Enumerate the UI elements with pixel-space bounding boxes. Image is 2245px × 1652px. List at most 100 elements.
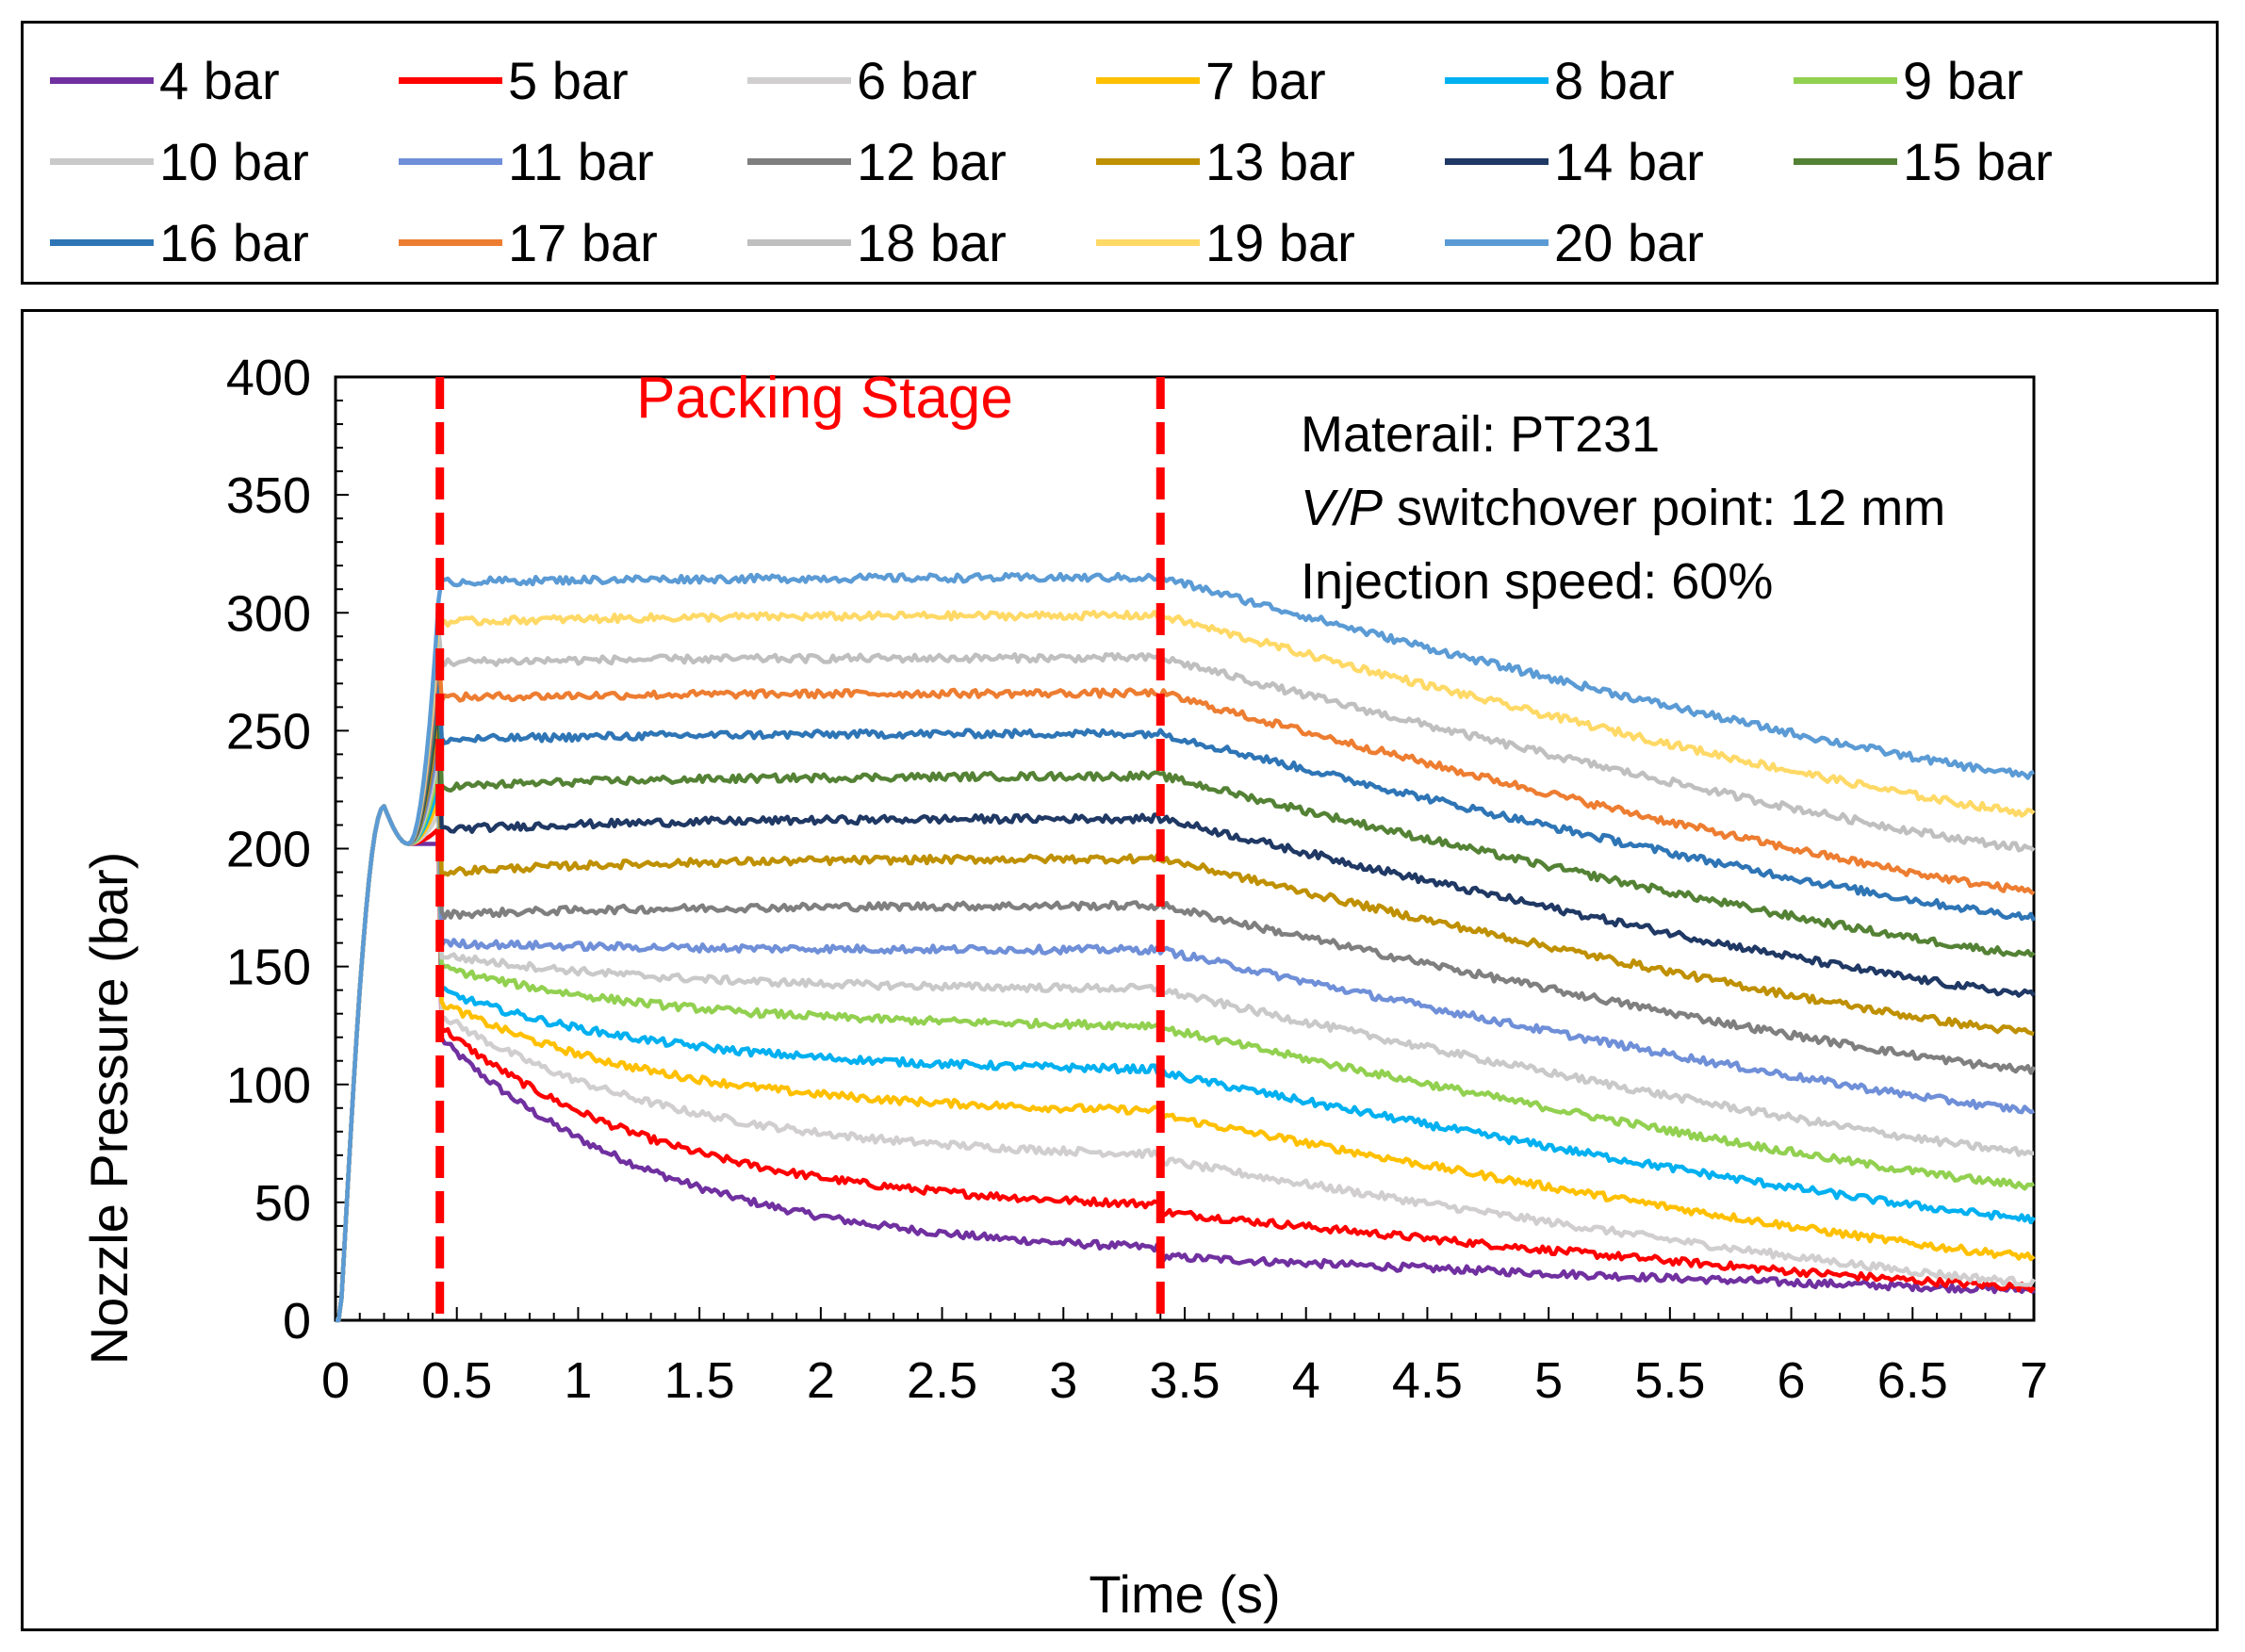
legend-swatch <box>1794 157 1897 165</box>
text-layer: Packing Stage Materail: PT231 V/P switch… <box>79 366 1945 1624</box>
series-line <box>336 804 2036 1323</box>
legend-label: 20 bar <box>1554 212 1704 272</box>
series-line <box>336 750 2034 1323</box>
legend-entry: 19 bar <box>1096 203 1355 282</box>
legend-swatch <box>747 76 851 84</box>
y-tick-label: 50 <box>254 1175 311 1232</box>
legend-label: 10 bar <box>159 131 309 191</box>
annotation-vp-rest: switchover point: 12 mm <box>1383 480 1945 536</box>
x-tick-label: 5 <box>1534 1352 1563 1409</box>
y-tick-label: 350 <box>226 467 311 524</box>
x-axis-label: Time (s) <box>1089 1564 1280 1624</box>
legend-swatch <box>1096 157 1200 165</box>
series-line <box>336 804 2036 1323</box>
series-layer <box>336 571 2037 1323</box>
x-tick-label: 4.5 <box>1392 1352 1463 1409</box>
series-line <box>336 674 2036 1323</box>
y-tick-label: 200 <box>226 822 311 878</box>
x-tick-label: 3.5 <box>1149 1352 1220 1409</box>
x-tick-label: 3 <box>1049 1352 1077 1409</box>
legend-label: 19 bar <box>1205 212 1355 272</box>
legend-entry: 9 bar <box>1794 41 2024 120</box>
legend-label: 7 bar <box>1205 50 1326 110</box>
legend-label: 13 bar <box>1205 131 1355 191</box>
legend-label: 12 bar <box>857 131 1007 191</box>
x-tick-label: 5.5 <box>1634 1352 1705 1409</box>
legend-label: 9 bar <box>1903 50 2024 110</box>
legend-swatch <box>1794 76 1897 84</box>
series-line <box>336 628 2036 1323</box>
legend-entry: 18 bar <box>747 203 1007 282</box>
legend-label: 6 bar <box>857 50 977 110</box>
x-tick-label: 1.5 <box>664 1352 735 1409</box>
series-line <box>336 571 2035 1323</box>
legend-entry: 16 bar <box>50 203 309 282</box>
series-line <box>336 719 2037 1323</box>
legend-swatch <box>1445 238 1549 246</box>
series-line <box>336 609 2036 1323</box>
legend-entry: 11 bar <box>399 122 654 201</box>
plot-frame: 0 0.5 1 1.5 2 2.5 3 3.5 4 4.5 5 5.5 6 6.5 7 0 50 100 150 20… <box>21 309 2219 1631</box>
legend: 4 bar 5 bar 6 bar 7 bar 8 bar 9 bar 10 bar 11 b… <box>21 21 2219 285</box>
x-tick-label: 2.5 <box>907 1352 977 1409</box>
series-line <box>336 795 2036 1323</box>
annotation-speed: Injection speed: 60% <box>1301 553 1773 610</box>
annotation-vp: V/P switchover point: 12 mm <box>1301 480 1945 536</box>
x-tick-label: 6 <box>1778 1352 1806 1409</box>
y-tick-label: 250 <box>226 703 311 760</box>
x-tick-label: 7 <box>2020 1352 2048 1409</box>
annotation-vp-italic: V/P <box>1301 480 1383 536</box>
legend-swatch <box>50 76 154 84</box>
legend-label: 5 bar <box>508 50 629 110</box>
legend-swatch <box>399 76 502 84</box>
legend-swatch <box>50 157 154 165</box>
y-tick-label: 400 <box>226 350 311 406</box>
y-tick-label: 300 <box>226 585 311 642</box>
legend-label: 18 bar <box>857 212 1007 272</box>
legend-entry: 5 bar <box>399 41 629 120</box>
x-tick-label: 0.5 <box>421 1352 492 1409</box>
legend-entry: 8 bar <box>1445 41 1675 120</box>
legend-label: 8 bar <box>1554 50 1675 110</box>
axes-layer: 0 0.5 1 1.5 2 2.5 3 3.5 4 4.5 5 5.5 6 6.5 7 0 50 100 150 20… <box>226 350 2048 1409</box>
legend-label: 4 bar <box>159 50 280 110</box>
legend-swatch <box>747 157 851 165</box>
legend-entry: 4 bar <box>50 41 280 120</box>
x-tick-label: 6.5 <box>1877 1352 1948 1409</box>
legend-swatch <box>1096 76 1200 84</box>
series-line <box>336 765 2035 1323</box>
legend-entry: 20 bar <box>1445 203 1704 282</box>
legend-label: 16 bar <box>159 212 309 272</box>
legend-swatch <box>747 238 851 246</box>
x-tick-label: 1 <box>564 1352 592 1409</box>
series-line <box>336 643 2036 1323</box>
legend-entry: 13 bar <box>1096 122 1355 201</box>
x-tick-label: 2 <box>807 1352 835 1409</box>
series-line <box>336 734 2035 1323</box>
series-line <box>336 804 2036 1323</box>
legend-label: 11 bar <box>508 131 654 191</box>
line-chart: 0 0.5 1 1.5 2 2.5 3 3.5 4 4.5 5 5.5 6 6.5 7 0 50 100 150 20… <box>79 350 2048 1624</box>
y-axis-label: Nozzle Pressure (bar) <box>79 852 139 1366</box>
stage-lines-layer <box>435 377 1165 1320</box>
x-tick-label: 0 <box>321 1352 350 1409</box>
x-tick-label: 4 <box>1292 1352 1320 1409</box>
series-line <box>336 704 2035 1323</box>
legend-swatch <box>399 157 502 165</box>
legend-swatch <box>1445 76 1549 84</box>
y-tick-label: 0 <box>283 1293 311 1349</box>
series-line <box>336 658 2037 1323</box>
legend-label: 15 bar <box>1903 131 2053 191</box>
legend-entry: 7 bar <box>1096 41 1326 120</box>
series-line <box>336 780 2036 1323</box>
legend-entry: 6 bar <box>747 41 977 120</box>
legend-swatch <box>1096 238 1200 246</box>
legend-swatch <box>1445 157 1549 165</box>
annotation-material: Materail: PT231 <box>1301 406 1660 463</box>
legend-label: 17 bar <box>508 212 658 272</box>
legend-entry: 12 bar <box>747 122 1007 201</box>
y-tick-label: 100 <box>226 1057 311 1114</box>
packing-stage-label: Packing Stage <box>636 366 1013 431</box>
legend-entry: 17 bar <box>399 203 658 282</box>
y-tick-label: 150 <box>226 940 311 996</box>
